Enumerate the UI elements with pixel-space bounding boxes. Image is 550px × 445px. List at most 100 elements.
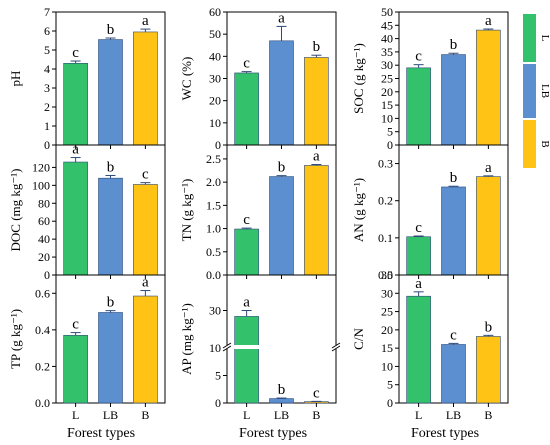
- y-tick-label: 10: [381, 111, 393, 125]
- y-tick-label: 0: [387, 396, 393, 410]
- legend-swatch-LB: [523, 64, 536, 118]
- y-tick-label: 40: [381, 32, 393, 46]
- significance-letter-B: c: [142, 167, 149, 183]
- panel-8: 0 5 10 30 AP (mg kg⁻¹) a Lb LB cB: [179, 274, 341, 422]
- panel-4: 0 20 40 60 80 100 120 DOC (mg kg⁻¹) a b c: [8, 142, 166, 282]
- y-tick-label: 20: [38, 250, 50, 264]
- y-tick-label: 35: [381, 268, 393, 282]
- significance-letter-LB: a: [278, 10, 285, 26]
- y-tick-label: 7: [44, 5, 50, 19]
- significance-letter-B: a: [313, 149, 320, 165]
- significance-letter-B: a: [142, 13, 149, 29]
- bar-L: [406, 67, 431, 146]
- significance-letter-B: a: [142, 275, 149, 291]
- y-tick-label: 20: [209, 94, 221, 108]
- y-tick-label: 35: [381, 45, 393, 59]
- y-tick-label: 1.0: [206, 222, 221, 236]
- bar-L: [63, 161, 88, 276]
- y-tick-label: 2: [44, 100, 50, 114]
- y-tick-label: 5: [44, 43, 50, 57]
- axis-break-gap-left: [223, 345, 231, 349]
- significance-letter-LB: b: [278, 160, 286, 176]
- legend: L LB B: [523, 14, 550, 168]
- y-tick-label: 0.0: [378, 268, 393, 282]
- significance-letter-LB: b: [107, 295, 115, 311]
- significance-letter-B: b: [313, 39, 321, 55]
- y-tick-label: 5: [387, 125, 393, 139]
- x-tick-label-L: L: [72, 408, 79, 422]
- bar-L: [63, 335, 88, 404]
- y-tick-label: 50: [209, 27, 221, 41]
- significance-letter-LB: b: [450, 170, 458, 186]
- axis-break-gap: [233, 345, 260, 349]
- y-tick-label: 120: [32, 160, 50, 174]
- bar-LB: [269, 176, 294, 276]
- y-tick-label: 1: [44, 119, 50, 133]
- y-tick-label: 0: [387, 138, 393, 152]
- y-tick-label: 25: [381, 305, 393, 319]
- significance-letter-L: c: [415, 220, 422, 236]
- bar-B: [133, 184, 158, 276]
- axis-break-gap-right: [332, 345, 340, 349]
- y-tick-label: 0.5: [206, 245, 221, 259]
- y-tick-label: 45: [381, 18, 393, 32]
- significance-letter-LB: c: [450, 327, 457, 343]
- y-tick-label: 15: [381, 98, 393, 112]
- significance-letter-B: a: [485, 13, 492, 29]
- y-tick-label: 0.3: [378, 157, 393, 171]
- y-tick-label: 40: [38, 232, 50, 246]
- y-axis-label: SOC (g kg⁻¹): [351, 43, 366, 114]
- x-axis-titles: Forest types Forest types Forest types: [67, 426, 479, 441]
- panel-9: 0 5 10 15 20 25 30 35 C/N a Lc LB b B: [351, 268, 509, 422]
- legend-label-L: L: [539, 35, 550, 42]
- y-axis-label: TN (g kg⁻¹): [179, 179, 194, 242]
- y-tick-label: 30: [209, 72, 221, 86]
- significance-letter-L: a: [72, 142, 79, 158]
- significance-letter-L: a: [243, 295, 250, 311]
- y-axis-label: AP (mg kg⁻¹): [179, 303, 194, 375]
- x-tick-label-LB: LB: [446, 408, 461, 422]
- bar-B: [476, 336, 501, 404]
- bar-B: [133, 31, 158, 146]
- bar-L: [234, 316, 259, 404]
- y-axis-label: AN (g kg⁻¹): [351, 178, 366, 242]
- bar-B: [476, 176, 501, 276]
- bar-LB: [98, 39, 123, 146]
- bar-L: [406, 236, 431, 276]
- x-tick-label-B: B: [312, 408, 320, 422]
- significance-letter-B: b: [485, 319, 493, 335]
- y-tick-label: 25: [381, 72, 393, 86]
- x-axis-title-col2: Forest types: [239, 426, 307, 441]
- bar-L: [406, 295, 431, 404]
- y-tick-label: 0.6: [35, 286, 50, 300]
- bar-LB: [441, 344, 466, 404]
- y-tick-label: 0.2: [378, 194, 393, 208]
- panel-1: 0 1 2 3 4 5 6 7 pH c b a: [8, 5, 166, 152]
- x-axis-title-col3: Forest types: [411, 426, 479, 441]
- significance-letter-L: c: [243, 212, 250, 228]
- x-tick-label-L: L: [243, 408, 250, 422]
- bar-LB: [269, 398, 294, 404]
- x-tick-label-B: B: [141, 408, 149, 422]
- y-tick-label: 5: [215, 369, 221, 383]
- bar-LB: [98, 312, 123, 404]
- panel-6: 0.0 0.1 0.2 0.3 AN (g kg⁻¹) c b a: [351, 144, 509, 282]
- y-tick-label: 10: [209, 341, 221, 355]
- significance-letter-LB: b: [278, 382, 286, 398]
- x-tick-label-B: B: [484, 408, 492, 422]
- significance-letter-L: c: [415, 49, 422, 65]
- y-tick-label: 30: [381, 58, 393, 72]
- legend-swatch-B: [523, 120, 536, 168]
- y-axis-label: C/N: [351, 328, 366, 350]
- y-tick-label: 2.0: [206, 175, 221, 189]
- x-tick-label-LB: LB: [274, 408, 289, 422]
- y-tick-label: 4: [44, 62, 50, 76]
- x-tick-label-L: L: [415, 408, 422, 422]
- significance-letter-B: c: [313, 385, 320, 401]
- y-tick-label: 20: [381, 85, 393, 99]
- bar-B: [133, 295, 158, 404]
- y-tick-label: 2.5: [206, 152, 221, 166]
- significance-letter-LB: b: [450, 37, 458, 53]
- significance-letter-L: c: [243, 56, 250, 72]
